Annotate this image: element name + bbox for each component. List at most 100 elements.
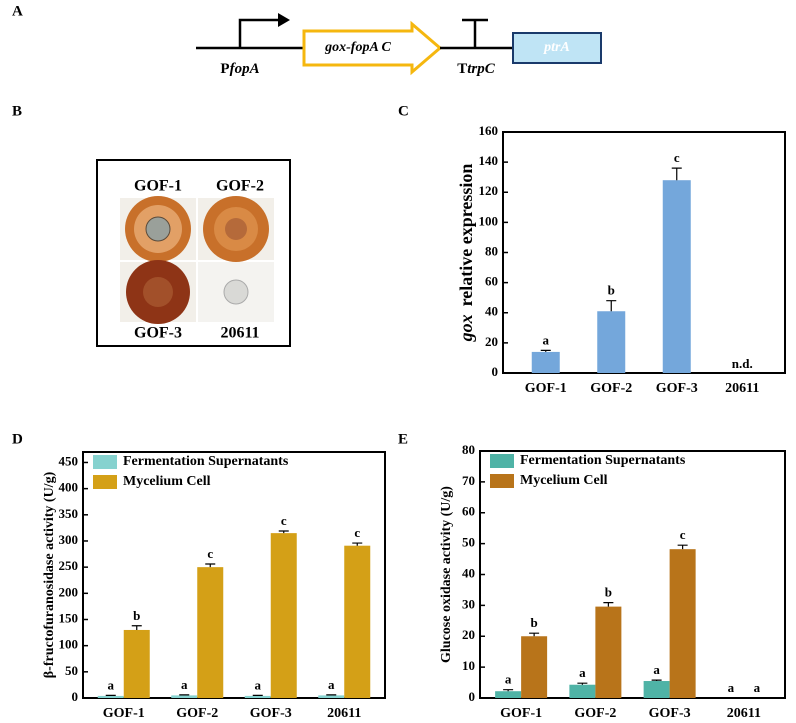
construct-diagram: gox-fopA C ptrA PfopA TtrpC: [196, 13, 602, 77]
label-part: fopA: [230, 61, 260, 77]
bar: [97, 695, 124, 698]
y-tick-label: 40: [462, 565, 475, 580]
bar: [595, 606, 622, 698]
y-tick-label: 10: [462, 658, 475, 673]
error-bar: [105, 694, 116, 696]
panel-letter: C: [398, 103, 409, 119]
error-bar: [131, 625, 142, 630]
y-tick-label: 400: [59, 480, 79, 495]
y-axis-label: β-fructofuranosidase activity (U/g): [42, 471, 57, 678]
x-tick-label: GOF-1: [525, 381, 567, 396]
significance-label: b: [133, 608, 140, 623]
label-part: trpC: [467, 61, 496, 77]
error-bar: [179, 694, 190, 696]
x-tick-label: GOF-3: [649, 706, 691, 721]
error-bar: [606, 300, 617, 312]
colony: [223, 279, 249, 305]
y-tick-label: 100: [479, 213, 499, 228]
legend-label: Mycelium Cell: [123, 474, 211, 489]
y-tick-label: 60: [462, 504, 475, 519]
promoter-label: PfopA: [220, 61, 259, 77]
significance-label: a: [754, 680, 761, 695]
y-tick-label: 150: [59, 610, 79, 625]
legend-label: Fermentation Supernatants: [123, 454, 289, 469]
y-tick-label: 50: [462, 535, 475, 550]
gene-label: gox-fopA C: [324, 40, 391, 55]
bar: [569, 684, 596, 698]
legend-swatch: [490, 454, 514, 468]
y-tick-label: 70: [462, 473, 475, 488]
x-tick-label: GOF-2: [574, 706, 616, 721]
y-tick-label: 100: [59, 637, 79, 652]
significance-label: c: [674, 150, 680, 165]
significance-label: a: [653, 662, 660, 677]
bar: [318, 695, 345, 698]
arrow-head: [278, 13, 290, 27]
y-tick-label: 140: [479, 153, 499, 168]
error-bar: [651, 679, 662, 682]
photo-label: 20611: [220, 325, 259, 342]
x-tick-label: 20611: [727, 706, 761, 721]
significance-label: c: [207, 546, 213, 561]
error-bar: [352, 542, 363, 546]
bar: [662, 180, 691, 373]
panel-letter: B: [12, 103, 22, 119]
x-tick-label: GOF-1: [500, 706, 542, 721]
significance-label: b: [531, 615, 538, 630]
error-bar: [503, 689, 514, 692]
photo-label: GOF-2: [216, 178, 264, 195]
y-tick-label: 40: [485, 304, 498, 319]
y-tick-label: 50: [65, 663, 78, 678]
x-tick-label: 20611: [725, 381, 759, 396]
significance-label: a: [543, 332, 550, 347]
promoter-arrow: [238, 18, 278, 48]
marker-box: [512, 32, 602, 64]
error-bar: [577, 682, 588, 685]
legend-swatch: [93, 475, 117, 489]
y-tick-label: 30: [462, 596, 475, 611]
significance-label: c: [354, 525, 360, 540]
error-bar: [603, 601, 614, 607]
y-tick-label: 80: [485, 243, 498, 258]
colony: [145, 216, 171, 242]
significance-label: c: [680, 527, 686, 542]
bar: [531, 351, 560, 373]
legend-label: Fermentation Supernatants: [520, 453, 686, 468]
error-bar: [540, 349, 551, 352]
significance-label: a: [579, 665, 586, 680]
error-bar: [205, 563, 216, 568]
y-tick-label: 0: [72, 689, 79, 704]
legend-swatch: [490, 474, 514, 488]
x-tick-label: GOF-1: [103, 706, 145, 721]
photo-label: GOF-3: [134, 325, 182, 342]
bar: [244, 695, 271, 698]
y-tick-label: 300: [59, 532, 79, 547]
panel-letter: E: [398, 431, 408, 447]
error-bar: [529, 632, 540, 637]
significance-label: c: [281, 513, 287, 528]
significance-label: b: [605, 585, 612, 600]
panel-letter: A: [12, 3, 23, 19]
y-axis-label: gox relative expression: [456, 164, 476, 343]
bar: [123, 629, 150, 698]
x-tick-label: GOF-2: [590, 381, 632, 396]
significance-label: a: [505, 672, 512, 687]
label-part: relative expression: [456, 164, 476, 307]
marker-label: ptrA: [543, 40, 570, 55]
x-tick-label: GOF-3: [250, 706, 292, 721]
significance-label: a: [108, 677, 115, 692]
label-part: T: [457, 61, 467, 77]
error-bar: [671, 167, 682, 181]
label-part: gox: [456, 314, 476, 342]
y-tick-label: 80: [462, 442, 475, 457]
bar: [521, 636, 548, 698]
significance-label: a: [328, 677, 335, 692]
bar: [643, 681, 670, 698]
y-tick-label: 20: [462, 627, 475, 642]
x-tick-label: 20611: [327, 706, 361, 721]
y-tick-label: 60: [485, 274, 498, 289]
bar: [495, 691, 522, 698]
y-tick-label: 350: [59, 506, 79, 521]
bar: [597, 311, 626, 373]
